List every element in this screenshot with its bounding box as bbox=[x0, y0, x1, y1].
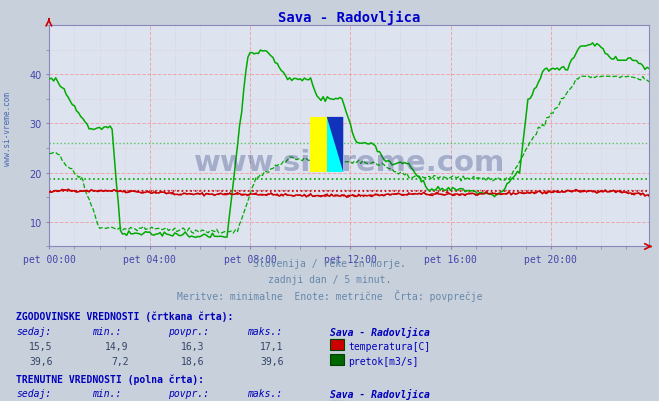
Text: www.si-vreme.com: www.si-vreme.com bbox=[194, 149, 505, 177]
Text: Meritve: minimalne  Enote: metrične  Črta: povprečje: Meritve: minimalne Enote: metrične Črta:… bbox=[177, 289, 482, 301]
Polygon shape bbox=[327, 117, 343, 173]
Text: ZGODOVINSKE VREDNOSTI (črtkana črta):: ZGODOVINSKE VREDNOSTI (črtkana črta): bbox=[16, 311, 234, 321]
Text: pretok[m3/s]: pretok[m3/s] bbox=[348, 356, 418, 367]
Text: 17,1: 17,1 bbox=[260, 341, 283, 351]
Text: 39,6: 39,6 bbox=[260, 356, 283, 367]
Text: min.:: min.: bbox=[92, 389, 122, 399]
FancyBboxPatch shape bbox=[327, 117, 343, 173]
Text: 18,6: 18,6 bbox=[181, 356, 204, 367]
Text: min.:: min.: bbox=[92, 326, 122, 336]
Text: maks.:: maks.: bbox=[247, 389, 282, 399]
Text: 39,6: 39,6 bbox=[29, 356, 53, 367]
Text: www.si-vreme.com: www.si-vreme.com bbox=[3, 91, 13, 165]
Text: povpr.:: povpr.: bbox=[168, 326, 209, 336]
Text: TRENUTNE VREDNOSTI (polna črta):: TRENUTNE VREDNOSTI (polna črta): bbox=[16, 373, 204, 384]
Text: sedaj:: sedaj: bbox=[16, 326, 51, 336]
Text: Sava - Radovljica: Sava - Radovljica bbox=[330, 389, 430, 399]
Text: 14,9: 14,9 bbox=[105, 341, 129, 351]
Text: 7,2: 7,2 bbox=[111, 356, 129, 367]
FancyBboxPatch shape bbox=[310, 117, 327, 173]
Text: sedaj:: sedaj: bbox=[16, 389, 51, 399]
Text: temperatura[C]: temperatura[C] bbox=[348, 341, 430, 351]
Text: maks.:: maks.: bbox=[247, 326, 282, 336]
Text: 16,3: 16,3 bbox=[181, 341, 204, 351]
Text: zadnji dan / 5 minut.: zadnji dan / 5 minut. bbox=[268, 274, 391, 284]
Text: 15,5: 15,5 bbox=[29, 341, 53, 351]
Title: Sava - Radovljica: Sava - Radovljica bbox=[278, 11, 420, 25]
Text: Sava - Radovljica: Sava - Radovljica bbox=[330, 326, 430, 337]
Text: Slovenija / reke in morje.: Slovenija / reke in morje. bbox=[253, 259, 406, 269]
Text: povpr.:: povpr.: bbox=[168, 389, 209, 399]
